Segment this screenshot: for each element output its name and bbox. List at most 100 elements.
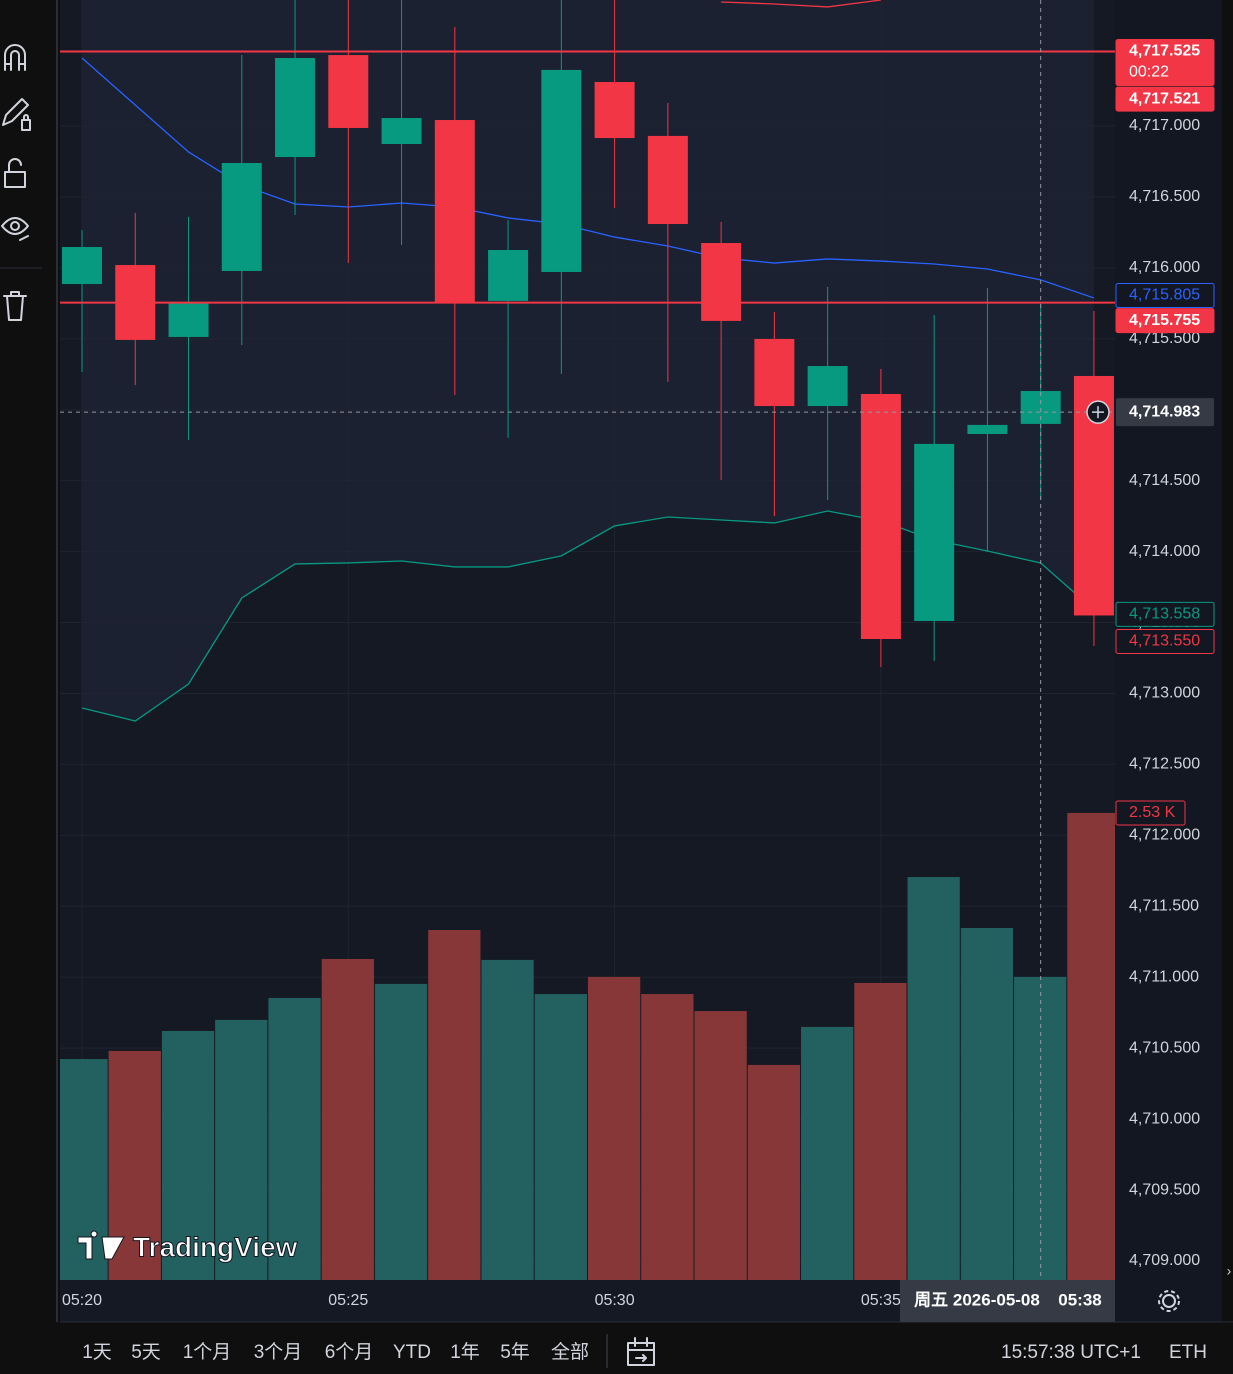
volume-bar (161, 1030, 215, 1280)
volume-bar (428, 930, 481, 1280)
candle-body (434, 120, 475, 303)
volume-bar (60, 1059, 108, 1280)
y-tick-label: 4,711.000 (1129, 968, 1199, 985)
y-tick-label: 4,709.500 (1129, 1181, 1200, 1198)
price-label-box (1115, 39, 1215, 87)
volume-label-box (1115, 800, 1186, 826)
price-label: 4,713.550 (1129, 633, 1200, 650)
range-button[interactable]: 6个月 (325, 1341, 374, 1363)
range-button[interactable]: 1年 (450, 1341, 480, 1363)
volume-bar (587, 976, 641, 1280)
candle-body (381, 118, 422, 145)
candle-body (860, 393, 901, 640)
indicator-line (721, 0, 881, 8)
eye-icon[interactable] (1, 217, 29, 241)
y-tick-label: 4,716.500 (1129, 188, 1200, 205)
y-tick-label: 4,711.500 (1129, 898, 1199, 915)
y-tick-label: 4,710.500 (1129, 1039, 1200, 1056)
crosshair-price-box (1116, 398, 1214, 427)
date-range-icon[interactable] (627, 1337, 655, 1366)
y-tick-label: 4,713.000 (1129, 685, 1200, 702)
volume-label: 2.53 K (1129, 804, 1176, 821)
candle-body (541, 69, 582, 272)
candle-body (488, 249, 529, 301)
price-label: 4,715.755 (1129, 312, 1200, 329)
trash-icon[interactable] (3, 291, 27, 321)
crosshair-date: 周五 2026-05-08 (914, 1290, 1040, 1309)
x-tick-label: 05:35 (861, 1292, 901, 1309)
y-tick-label: 4,717.000 (1129, 117, 1200, 134)
volume-bar (534, 994, 587, 1280)
range-button[interactable]: 3个月 (254, 1341, 303, 1363)
volume-bar (907, 877, 960, 1280)
price-label-box (1115, 283, 1215, 309)
candle-body (967, 424, 1008, 434)
settings-icon[interactable] (1162, 1294, 1176, 1308)
range-bar: 1天 5天 1个月 3个月 6个月 YTD 1年 5年 全部 (82, 1341, 589, 1363)
candle-body (914, 443, 955, 621)
y-tick-label: 4,714.500 (1129, 472, 1200, 489)
y-tick-label: 4,714.000 (1129, 543, 1200, 560)
volume-bar (1014, 976, 1067, 1280)
add-alert-button (1092, 406, 1104, 419)
volume-bar (747, 1064, 801, 1280)
price-label-box (1115, 601, 1215, 627)
crosshair-time: 05:38 (1058, 1290, 1101, 1309)
candle-body (221, 163, 262, 271)
countdown: 00:22 (1129, 64, 1169, 81)
session[interactable]: ETH (1169, 1342, 1207, 1363)
candle-body (168, 302, 209, 337)
toolbar (1, 44, 31, 321)
volume-bar (374, 983, 428, 1280)
volume-bar (694, 1011, 747, 1280)
volume-bar (641, 994, 694, 1280)
range-button[interactable]: 1个月 (183, 1341, 232, 1363)
y-tick-label: 4,712.500 (1129, 756, 1200, 773)
range-button[interactable]: 全部 (551, 1341, 589, 1363)
volume-bar (215, 1019, 268, 1280)
y-tick-label: 4,716.000 (1129, 259, 1200, 276)
candle-body (62, 247, 102, 285)
settings-icon[interactable] (1158, 1290, 1180, 1312)
logo: TradingView (77, 1230, 298, 1263)
lock-icon[interactable] (4, 158, 26, 188)
range-button[interactable]: 1天 (82, 1342, 112, 1363)
scroll-arrow[interactable]: › (1227, 1263, 1232, 1279)
clock: 15:57:38 UTC+1 (1001, 1342, 1141, 1363)
volume-bar (960, 927, 1014, 1280)
candle-body (701, 243, 742, 321)
price-axis (1115, 0, 1222, 1322)
candle-body (594, 82, 635, 139)
volume-bar (854, 982, 907, 1280)
volume-bar (268, 997, 321, 1280)
x-tick-label: 05:25 (328, 1292, 368, 1309)
band-fill (82, 0, 1094, 722)
x-tick-label: 05:30 (595, 1292, 635, 1309)
crosshair-time-box (900, 1280, 1115, 1322)
price-label: 4,715.805 (1129, 287, 1200, 304)
crosshair-price: 4,714.983 (1129, 403, 1200, 420)
candle-body (647, 135, 688, 225)
range-button[interactable]: 5天 (131, 1342, 161, 1363)
y-tick-label: 4,709.000 (1129, 1252, 1200, 1269)
candle-body (328, 55, 369, 128)
volume-bar (1067, 812, 1115, 1280)
candle-body (754, 338, 795, 407)
price-label-box (1115, 86, 1215, 112)
candle-body (275, 58, 316, 158)
draw-lock-icon[interactable] (2, 98, 31, 131)
volume-bar (481, 959, 534, 1280)
x-tick-label: 05:20 (62, 1292, 102, 1309)
logo-text: TradingView (133, 1231, 298, 1262)
y-tick-label: 4,710.000 (1129, 1110, 1200, 1127)
range-button[interactable]: 5年 (500, 1341, 530, 1363)
price-label-box (1115, 628, 1215, 654)
candle-body (807, 366, 848, 407)
plot (60, 0, 1115, 1280)
y-tick-label: 4,715.500 (1129, 330, 1200, 347)
magnet-icon[interactable] (4, 44, 26, 71)
volume-bar (321, 958, 374, 1280)
range-button[interactable]: YTD (393, 1342, 431, 1363)
